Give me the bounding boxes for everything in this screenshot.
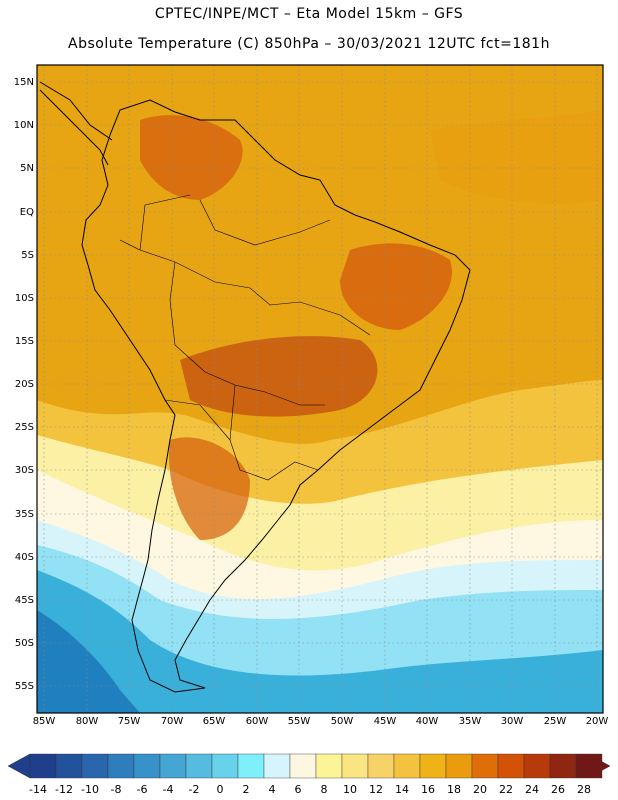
lat-label-50s: 50S — [14, 638, 34, 649]
colorbar-swatch — [471, 753, 499, 779]
lat-label-25s: 25S — [14, 422, 34, 433]
colorbar-label: 22 — [499, 783, 513, 796]
colorbar-swatch — [367, 753, 395, 779]
colorbar-label: -12 — [55, 783, 73, 796]
field-hot-northeast — [340, 243, 452, 330]
map-title-line-1: CPTEC/INPE/MCT – Eta Model 15km – GFS — [154, 6, 464, 22]
map-title-line-2: Absolute Temperature (C) 850hPa – 30/03/… — [68, 36, 550, 52]
map-frame — [36, 64, 604, 714]
lat-label-5n: 5N — [20, 163, 34, 174]
colorbar-swatch — [575, 753, 603, 779]
colorbar-label: 4 — [268, 783, 276, 796]
colorbar-label: 0 — [216, 783, 224, 796]
colorbar-label: 16 — [421, 783, 435, 796]
colorbar-label: 20 — [473, 783, 487, 796]
colorbar-label: 28 — [577, 783, 591, 796]
lon-label-60w: 60W — [245, 716, 269, 727]
lat-label-40s: 40S — [14, 552, 34, 563]
colorbar-label: -4 — [162, 783, 174, 796]
lon-label-40w: 40W — [415, 716, 439, 727]
colorbar-label: -8 — [110, 783, 122, 796]
colorbar-label: -6 — [136, 783, 148, 796]
lon-label-50w: 50W — [330, 716, 354, 727]
field-deep-cold-band — [37, 610, 140, 713]
colorbar-swatch — [55, 753, 83, 779]
colorbar-label: 18 — [447, 783, 461, 796]
colorbar-swatch — [523, 753, 551, 779]
colorbar-label: 24 — [525, 783, 539, 796]
lon-label-65w: 65W — [202, 716, 226, 727]
colorbar-swatch — [29, 753, 57, 779]
lat-label-10n: 10N — [13, 120, 34, 131]
lat-label-10s: 10S — [14, 293, 34, 304]
field-hot-central — [180, 336, 378, 417]
colorbar-swatch — [237, 753, 265, 779]
lon-label-85w: 85W — [32, 716, 56, 727]
lon-label-45w: 45W — [373, 716, 397, 727]
colorbar-swatch — [497, 753, 525, 779]
colorbar-label: 8 — [320, 783, 328, 796]
colorbar-label: -2 — [188, 783, 200, 796]
lon-label-70w: 70W — [160, 716, 184, 727]
field-hot-north — [140, 115, 243, 200]
lat-label-20s: 20S — [14, 379, 34, 390]
colorbar-swatch — [211, 753, 239, 779]
graticule — [37, 65, 603, 713]
colorbar-swatch — [341, 753, 369, 779]
colorbar-label: -10 — [81, 783, 99, 796]
temperature-field — [37, 65, 603, 713]
lon-label-30w: 30W — [500, 716, 524, 727]
lat-label-5s: 5S — [21, 250, 34, 261]
lat-label-15s: 15S — [14, 336, 34, 347]
field-hot-south — [169, 437, 250, 540]
lat-label-55s: 55S — [14, 681, 34, 692]
field-coldest-band — [37, 570, 603, 713]
lon-label-20w: 20W — [585, 716, 609, 727]
colorbar-swatch — [445, 753, 473, 779]
colorbar-label: 26 — [551, 783, 565, 796]
colorbar-label: 12 — [369, 783, 383, 796]
colorbar-swatch — [263, 753, 291, 779]
colorbar-swatch — [81, 753, 109, 779]
lat-label-15n: 15N — [13, 77, 34, 88]
colorbar-left-arrow — [7, 753, 31, 779]
lon-label-55w: 55W — [287, 716, 311, 727]
colorbar-label: 14 — [395, 783, 409, 796]
colorbar-swatch — [549, 753, 577, 779]
lat-label-35s: 35S — [14, 509, 34, 520]
colorbar-swatch — [107, 753, 135, 779]
country-borders — [119, 194, 371, 481]
colorbar-swatch — [393, 753, 421, 779]
colorbar-label: -14 — [29, 783, 47, 796]
colorbar-swatch — [419, 753, 447, 779]
colorbar-label: 6 — [294, 783, 302, 796]
colorbar-swatch — [133, 753, 161, 779]
lon-label-35w: 35W — [458, 716, 482, 727]
colorbar-swatch — [289, 753, 317, 779]
lon-label-25w: 25W — [543, 716, 567, 727]
colorbar-label: 10 — [343, 783, 357, 796]
colorbar-label: 2 — [242, 783, 250, 796]
south-america-coastline — [81, 99, 471, 693]
lon-label-75w: 75W — [117, 716, 141, 727]
colorbar-swatch — [159, 753, 187, 779]
colorbar-swatch — [315, 753, 343, 779]
colorbar-swatch — [185, 753, 213, 779]
lat-label-45s: 45S — [14, 595, 34, 606]
central-america-coastline — [39, 81, 113, 166]
lon-label-80w: 80W — [75, 716, 99, 727]
lat-label-eq: EQ — [19, 207, 34, 218]
colorbar — [7, 753, 611, 779]
lat-label-30s: 30S — [14, 465, 34, 476]
field-warm-atlantic — [430, 110, 603, 204]
